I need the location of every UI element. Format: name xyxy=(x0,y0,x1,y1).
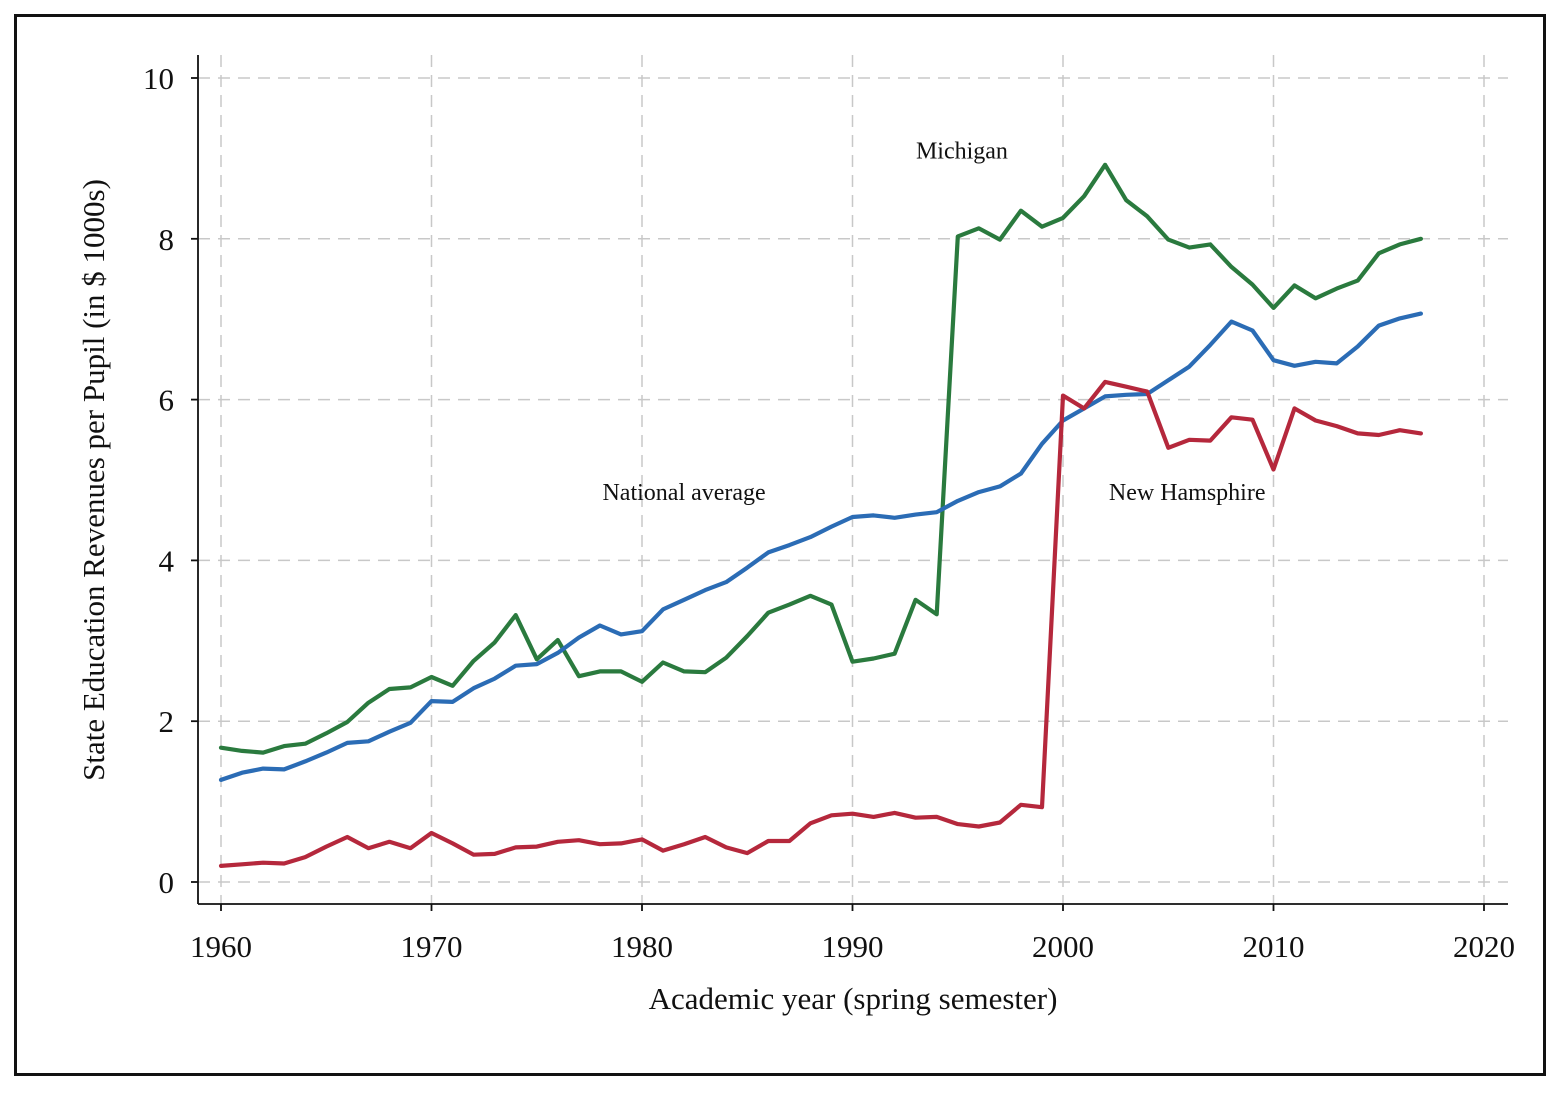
x-tick-label-2010: 2010 xyxy=(1243,929,1305,964)
x-tick-label-2020: 2020 xyxy=(1453,929,1515,964)
series-line-national-average xyxy=(218,311,1424,783)
annotation-michigan: Michigan xyxy=(916,138,1008,164)
annotations: Michigan National average New Hamsphire xyxy=(602,138,1265,506)
x-tick-label-1970: 1970 xyxy=(401,929,463,964)
x-axis-title: Academic year (spring semester) xyxy=(649,981,1058,1016)
series-line-new-hamsphire xyxy=(218,379,1424,869)
x-tick-label-1960: 1960 xyxy=(190,929,252,964)
y-axis-title: State Education Revenues per Pupil (in $… xyxy=(76,179,111,781)
annotation-national-average: National average xyxy=(602,480,765,506)
x-tick-label-1990: 1990 xyxy=(822,929,884,964)
y-tick-label-4: 4 xyxy=(159,543,175,578)
series-lines xyxy=(218,162,1424,869)
y-tick-label-10: 10 xyxy=(143,61,174,96)
series-line-michigan xyxy=(218,162,1424,755)
y-tick-label-0: 0 xyxy=(159,865,175,900)
figure-frame xyxy=(14,14,1546,1076)
y-tick-label-2: 2 xyxy=(159,704,175,739)
tick-labels: 1960 1970 1980 1990 2000 2010 2020 0 2 4 6 8 10 xyxy=(143,61,1515,964)
x-tick-label-1980: 1980 xyxy=(611,929,673,964)
annotation-new-hamsphire: New Hamsphire xyxy=(1109,480,1266,506)
grid xyxy=(198,55,1508,904)
y-tick-label-8: 8 xyxy=(159,222,175,257)
x-tick-label-2000: 2000 xyxy=(1032,929,1094,964)
y-tick-label-6: 6 xyxy=(159,383,175,418)
